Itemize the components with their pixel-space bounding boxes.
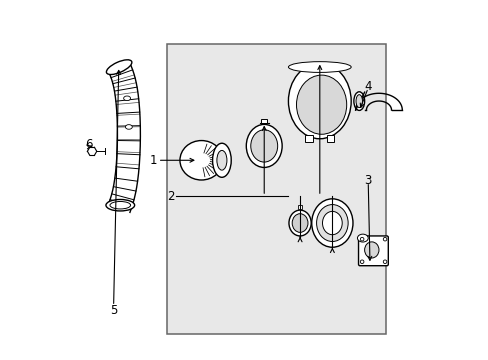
Ellipse shape — [288, 63, 350, 139]
Ellipse shape — [212, 143, 231, 177]
Bar — [326, 135, 333, 142]
Ellipse shape — [217, 150, 226, 170]
Ellipse shape — [246, 125, 282, 167]
Ellipse shape — [110, 202, 130, 209]
Ellipse shape — [106, 60, 132, 75]
Circle shape — [360, 237, 363, 241]
Ellipse shape — [322, 211, 342, 235]
Circle shape — [383, 260, 386, 264]
Ellipse shape — [250, 130, 277, 162]
Bar — [261, 119, 266, 123]
Ellipse shape — [180, 140, 223, 180]
Ellipse shape — [106, 199, 134, 211]
Ellipse shape — [355, 95, 362, 108]
Ellipse shape — [316, 204, 347, 242]
Text: 6: 6 — [84, 138, 92, 150]
Ellipse shape — [288, 62, 350, 72]
Ellipse shape — [353, 92, 364, 111]
Circle shape — [360, 260, 363, 264]
Bar — [305, 135, 312, 142]
Ellipse shape — [292, 214, 307, 232]
Ellipse shape — [364, 242, 378, 258]
Ellipse shape — [123, 96, 130, 100]
Text: 3: 3 — [364, 174, 371, 186]
Ellipse shape — [357, 234, 367, 242]
Text: 4: 4 — [364, 80, 371, 93]
FancyBboxPatch shape — [358, 236, 387, 266]
Circle shape — [383, 237, 386, 241]
Bar — [167, 44, 386, 334]
Bar — [297, 205, 302, 210]
Text: 5: 5 — [110, 305, 117, 318]
Ellipse shape — [125, 125, 132, 129]
Ellipse shape — [288, 210, 310, 236]
Ellipse shape — [311, 199, 352, 247]
Text: 2: 2 — [167, 190, 174, 203]
Ellipse shape — [296, 75, 346, 134]
Text: 1: 1 — [149, 154, 157, 167]
